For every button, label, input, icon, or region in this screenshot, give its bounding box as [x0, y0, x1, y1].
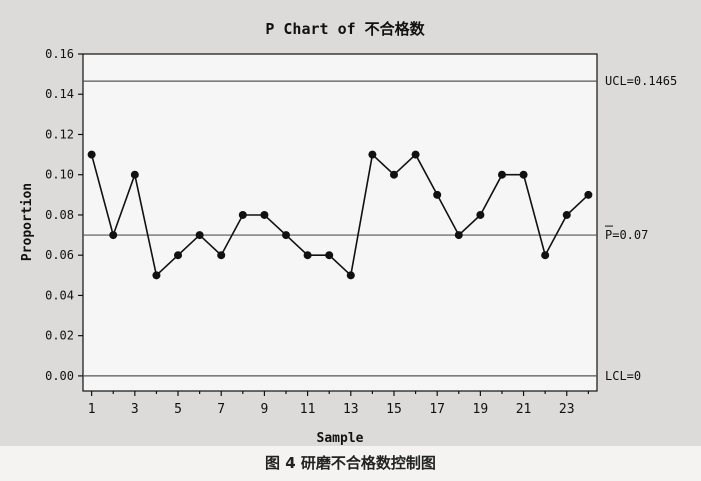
data-point: [454, 231, 463, 240]
x-tick-label: 11: [300, 402, 316, 417]
y-tick-label: 0.14: [45, 87, 74, 101]
figure-caption: 图 4 研磨不合格数控制图: [265, 454, 436, 472]
y-tick-label: 0.16: [45, 47, 74, 61]
control-line-label-1: P=0.07: [605, 228, 648, 242]
data-point: [497, 170, 506, 179]
y-tick-label: 0.02: [45, 329, 74, 343]
x-tick-label: 21: [516, 402, 532, 417]
x-tick-label: 19: [473, 402, 489, 417]
data-point: [368, 150, 377, 159]
data-point: [282, 231, 291, 240]
y-tick-label: 0.00: [45, 369, 74, 383]
x-tick-label: 15: [386, 402, 402, 417]
data-point: [303, 251, 312, 260]
x-tick-label: 13: [343, 402, 359, 417]
data-point: [476, 210, 485, 219]
data-point: [519, 170, 528, 179]
data-point: [389, 170, 398, 179]
p-chart: P Chart of 不合格数 UCL=0.1465 P=0.07 LCL=0 0.…: [20, 20, 677, 446]
data-point: [433, 190, 442, 199]
data-point: [260, 210, 269, 219]
series-proportion: [87, 150, 593, 280]
data-point: [174, 251, 183, 260]
data-point: [217, 251, 226, 260]
data-point: [411, 150, 420, 159]
control-lines: UCL=0.1465 P=0.07 LCL=0: [83, 74, 677, 383]
data-point: [541, 251, 550, 260]
chart-title: P Chart of 不合格数: [265, 20, 425, 38]
y-tick-label: 0.10: [45, 168, 74, 182]
plot-area: [82, 53, 598, 392]
chart-panel: P Chart of 不合格数 UCL=0.1465 P=0.07 LCL=0 0.…: [0, 0, 701, 446]
x-tick-label: 1: [88, 402, 96, 417]
data-point: [562, 210, 571, 219]
x-tick-label: 9: [260, 402, 268, 417]
x-tick-label: 23: [559, 402, 575, 417]
data-point: [109, 231, 118, 240]
y-tick-label: 0.06: [45, 248, 74, 262]
control-line-label-0: UCL=0.1465: [605, 74, 677, 88]
data-point: [130, 170, 139, 179]
x-tick-label: 3: [131, 402, 139, 417]
data-point: [584, 190, 593, 199]
data-point: [195, 231, 204, 240]
x-tick-label: 5: [174, 402, 182, 417]
data-point: [238, 210, 247, 219]
x-tick-label: 7: [217, 402, 225, 417]
data-point: [346, 271, 355, 280]
data-point: [152, 271, 161, 280]
x-tick-label: 17: [429, 402, 445, 417]
control-line-label-2: LCL=0: [605, 369, 641, 383]
y-axis: 0.00 0.02 0.04 0.06 0.08 0.10 0.12 0.14 0.16: [45, 47, 83, 383]
data-point: [87, 150, 96, 159]
x-axis-label: Sample: [317, 431, 364, 446]
y-tick-label: 0.08: [45, 208, 74, 222]
data-point: [325, 251, 334, 260]
y-tick-label: 0.04: [45, 288, 74, 302]
y-axis-label: Proportion: [20, 183, 35, 261]
y-tick-label: 0.12: [45, 127, 74, 141]
x-axis: 1 3 5 7 9 11 13 15 17 19 21 23: [88, 391, 589, 417]
